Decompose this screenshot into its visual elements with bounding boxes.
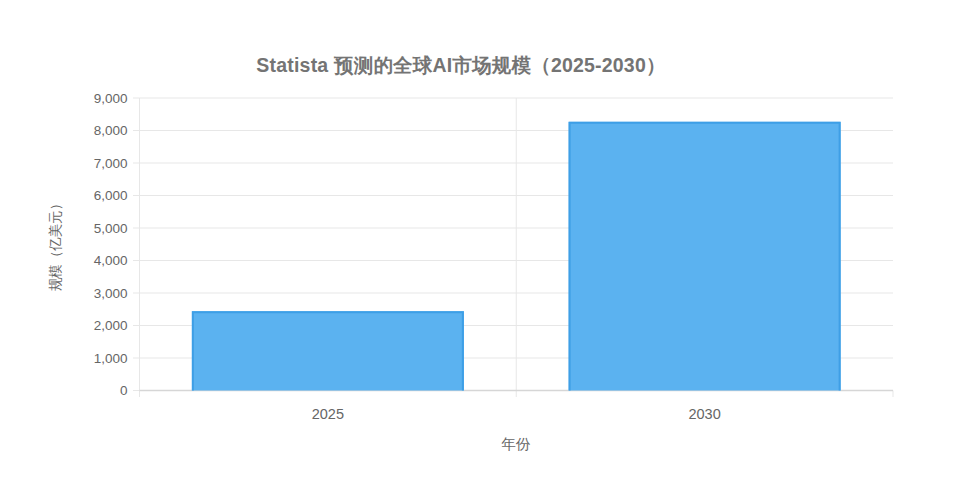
y-tick-label: 4,000: [94, 253, 128, 268]
y-tick-label: 8,000: [94, 123, 128, 138]
x-tick-label: 2025: [312, 406, 344, 422]
y-tick-label: 5,000: [94, 221, 128, 236]
y-tick-label: 9,000: [94, 91, 128, 106]
chart-plot-area: 0 1,000 2,000 3,000 4,000 5,000 6,000 7,000 8,00…: [0, 0, 954, 504]
y-tick-label: 7,000: [94, 156, 128, 171]
bar-2025[interactable]: [192, 311, 464, 390]
y-tick-label: 2,000: [94, 318, 128, 333]
y-tick-label: 1,000: [94, 351, 128, 366]
chart-container: Statista 预测的全球AI市场规模（2025-2030） 规模（亿美元） …: [0, 0, 954, 504]
y-tick-label: 0: [120, 383, 128, 398]
bar-2030[interactable]: [569, 122, 841, 391]
y-tick-label: 3,000: [94, 286, 128, 301]
y-tick-label: 6,000: [94, 188, 128, 203]
x-tick-label: 2030: [688, 406, 720, 422]
